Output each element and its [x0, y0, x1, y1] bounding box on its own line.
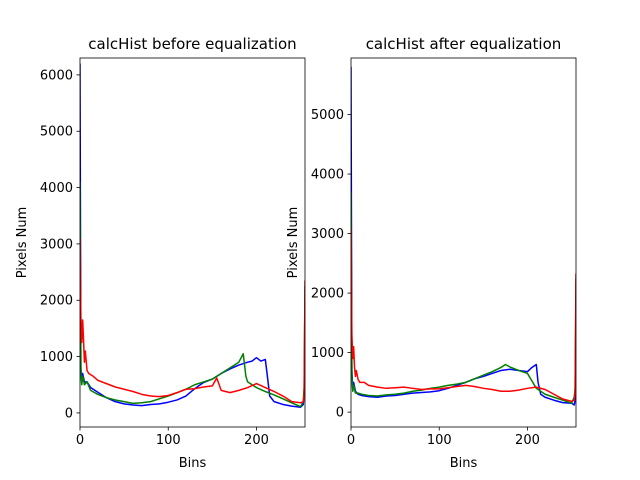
x-tick-label: 200	[244, 433, 269, 448]
axes-frame	[79, 57, 306, 428]
y-tick-label: 2000	[311, 287, 344, 302]
series-line-blue	[80, 63, 305, 409]
chart-title: calcHist after equalization	[366, 35, 562, 53]
y-tick-label: 3000	[311, 227, 344, 242]
y-tick-label: 3000	[40, 237, 73, 252]
y-axis-label: Pixels Num	[286, 207, 301, 279]
y-tick-label: 5000	[311, 108, 344, 123]
x-axis-label: Bins	[179, 456, 207, 471]
series-line-green	[80, 181, 305, 408]
y-tick-label: 0	[336, 406, 344, 421]
y-tick-label: 1000	[311, 346, 344, 361]
series-line-red	[351, 227, 576, 403]
y-axis-label: Pixels Num	[15, 207, 30, 279]
x-tick-label: 0	[76, 433, 84, 448]
x-tick-label: 0	[347, 433, 355, 448]
series-line-green	[351, 191, 576, 404]
x-tick-label: 100	[427, 433, 452, 448]
x-tick-label: 100	[156, 433, 181, 448]
y-tick-label: 1000	[40, 350, 73, 365]
y-tick-label: 4000	[311, 168, 344, 183]
plot-panel-1: 0 100 2000100020003000400050006000calcHist…	[15, 35, 306, 471]
chart-title: calcHist before equalization	[88, 35, 296, 53]
series-line-blue	[351, 66, 576, 406]
x-tick-label: 200	[515, 433, 540, 448]
y-tick-label: 5000	[40, 125, 73, 140]
series-line-red	[80, 238, 305, 404]
y-tick-label: 6000	[40, 68, 73, 83]
axes-frame	[350, 57, 577, 428]
y-tick-label: 0	[65, 406, 73, 421]
y-tick-label: 4000	[40, 181, 73, 196]
x-axis-label: Bins	[450, 456, 478, 471]
y-tick-label: 2000	[40, 294, 73, 309]
